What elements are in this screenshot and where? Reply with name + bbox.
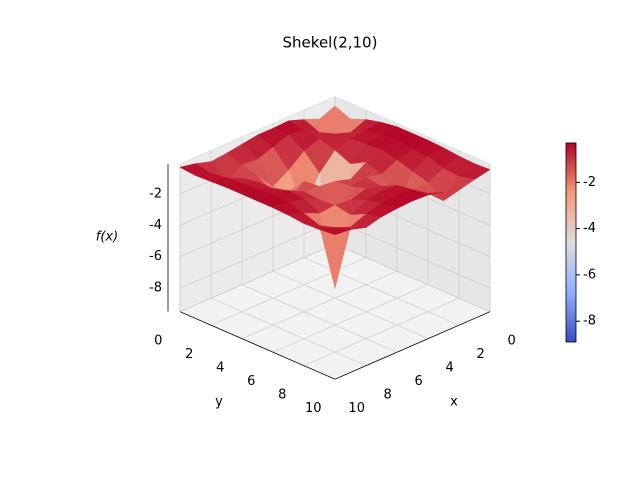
- z-axis-label: f(x): [96, 230, 118, 245]
- chart-title: Shekel(2,10): [283, 34, 378, 52]
- grid-line: [210, 297, 367, 367]
- grid-line: [210, 257, 367, 326]
- axis-line: [179, 311, 336, 380]
- grid-line: [303, 297, 460, 367]
- x-axis-label: x: [450, 395, 458, 410]
- colorbar-tick-label: -6: [583, 267, 596, 282]
- x-tick-label: 8: [384, 388, 392, 403]
- grid-line: [303, 257, 460, 326]
- z-tick-label: -8: [149, 281, 162, 296]
- y-tick-label: 4: [216, 361, 224, 376]
- y-tick-label: 10: [305, 401, 322, 416]
- grid-line: [334, 243, 491, 313]
- grid-line: [272, 284, 429, 353]
- y-tick-label: 0: [154, 334, 162, 349]
- x-tick-label: 4: [446, 361, 454, 376]
- colorbar-tick-label: -4: [583, 221, 596, 236]
- axis-line: [334, 311, 491, 380]
- y-tick-label: 6: [247, 374, 255, 389]
- x-tick-label: 6: [415, 374, 423, 389]
- x-tick-label: 0: [508, 334, 516, 349]
- colorbar-tick-label: -8: [583, 314, 596, 329]
- grid-line: [179, 220, 336, 289]
- grid-line: [241, 284, 398, 353]
- grid-line: [179, 243, 336, 313]
- z-tick-label: -6: [149, 249, 162, 264]
- grid-line: [334, 220, 491, 289]
- z-tick-label: -2: [149, 186, 162, 201]
- y-axis-label: y: [215, 395, 223, 410]
- colorbar-tick-label: -2: [583, 175, 596, 190]
- grid-line: [241, 270, 398, 340]
- z-tick-label: -4: [149, 218, 162, 233]
- grid-line: [272, 270, 429, 340]
- y-tick-label: 8: [278, 388, 286, 403]
- colorbar: [565, 142, 577, 343]
- y-tick-label: 2: [185, 347, 193, 362]
- surface-patch: [319, 227, 351, 236]
- x-tick-label: 10: [348, 401, 365, 416]
- x-tick-label: 2: [477, 347, 485, 362]
